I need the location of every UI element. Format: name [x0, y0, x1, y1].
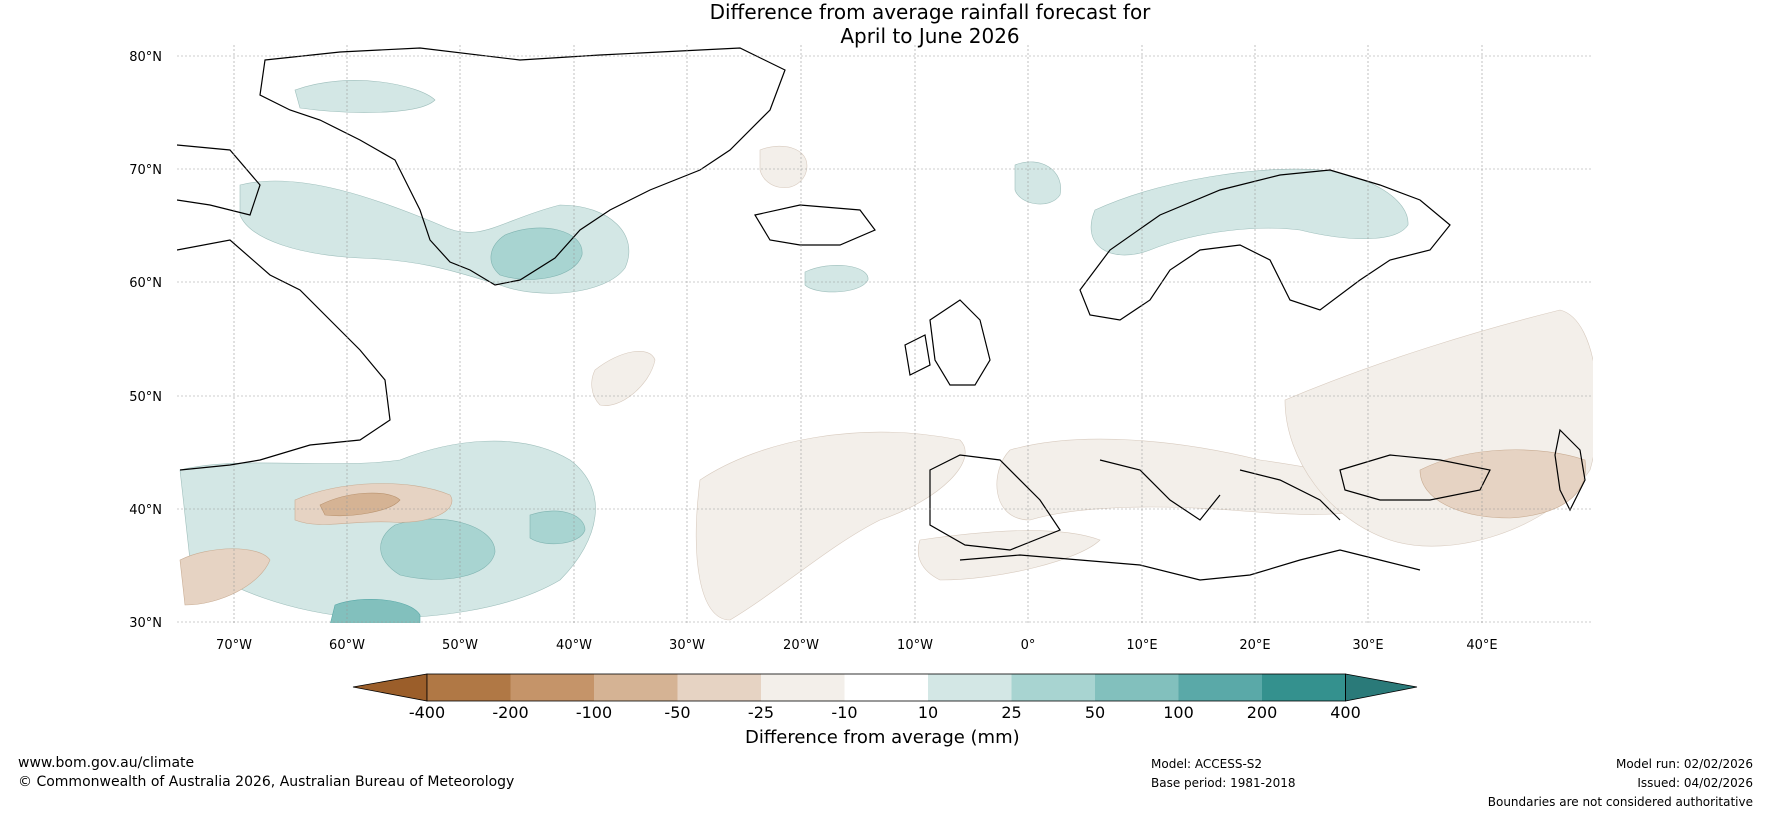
- latitude-labels: 80°N 70°N 60°N 50°N 40°N 30°N: [129, 50, 162, 631]
- colorbar: [352, 673, 1418, 702]
- colorbar-swatch: [677, 674, 761, 701]
- map-title-line1: Difference from average rainfall forecas…: [709, 0, 1151, 24]
- lon-label: 30°W: [669, 638, 705, 653]
- dry-area-mid-atlantic: [591, 351, 656, 406]
- base-period-text: Base period: 1981-2018: [1151, 776, 1296, 790]
- greenland-coast: [259, 47, 786, 286]
- wet-area-norway: [1090, 168, 1409, 256]
- colorbar-swatch: [1262, 674, 1346, 701]
- longitude-labels: 70°W 60°W 50°W 40°W 30°W 20°W 10°W 0° 10…: [216, 638, 1498, 653]
- colorbar-tick: 200: [1247, 703, 1278, 722]
- issued-text: Issued: 04/02/2026: [1637, 776, 1753, 790]
- map-title-line2: April to June 2026: [840, 24, 1020, 48]
- colorbar-tick: 25: [1001, 703, 1021, 722]
- map-title: Difference from average rainfall forecas…: [0, 0, 1770, 48]
- lon-label: 10°E: [1126, 638, 1157, 653]
- colorbar-tick: 400: [1330, 703, 1361, 722]
- europe-west-coast: [929, 454, 1061, 551]
- graticule: [177, 45, 1593, 623]
- wet-area-north-sea: [1014, 161, 1061, 205]
- dry-area-iceland-north: [759, 145, 808, 189]
- coastlines: [177, 47, 1586, 581]
- colorbar-tick: -200: [492, 703, 528, 722]
- lon-label: 20°E: [1239, 638, 1270, 653]
- colorbar-extend-low: [352, 673, 428, 702]
- lon-label: 40°E: [1466, 638, 1497, 653]
- colorbar-tick: 10: [918, 703, 938, 722]
- colorbar-swatch: [1095, 674, 1179, 701]
- colorbar-swatch: [1178, 674, 1262, 701]
- wet-area-atlantic-subtropics: [179, 440, 596, 619]
- dry-area-atlantic-west-core: [319, 492, 401, 517]
- colorbar-frame: [426, 673, 1346, 702]
- colorbar-tick: -400: [409, 703, 445, 722]
- colorbar-extend-high: [1345, 673, 1418, 702]
- colorbar-tick: -100: [576, 703, 612, 722]
- dry-area-caucasus: [1419, 449, 1586, 519]
- scandinavia-coast: [1079, 169, 1451, 321]
- baffin-labrador-coast: [177, 144, 391, 471]
- caspian-coast: [1554, 428, 1586, 512]
- lon-label: 60°W: [329, 638, 365, 653]
- colorbar-swatch: [594, 674, 678, 701]
- lon-label: 30°E: [1352, 638, 1383, 653]
- lon-label: 70°W: [216, 638, 252, 653]
- anomaly-contours: [179, 80, 1593, 623]
- lon-label: 50°W: [442, 638, 478, 653]
- lat-label: 70°N: [129, 163, 162, 178]
- colorbar-swatch: [427, 674, 511, 701]
- copyright-text: © Commonwealth of Australia 2026, Austra…: [18, 774, 515, 790]
- lon-label: 10°W: [897, 638, 933, 653]
- colorbar-tick: -50: [664, 703, 690, 722]
- dry-area-nw-atlantic: [179, 548, 271, 606]
- wet-area-baffin: [294, 80, 436, 113]
- model-run-text: Model run: 02/02/2026: [1615, 757, 1753, 771]
- boundaries-note: Boundaries are not considered authoritat…: [1487, 795, 1753, 809]
- lon-label: 40°W: [556, 638, 592, 653]
- black-sea-coast: [1339, 454, 1491, 501]
- wet-area-atlantic-core: [380, 518, 496, 580]
- colorbar-ticks: -400 -200 -100 -50 -25 -10 10 25 50 100 …: [409, 703, 1361, 722]
- uk-ireland-coast: [904, 299, 991, 386]
- website-link[interactable]: www.bom.gov.au/climate: [18, 755, 195, 771]
- colorbar-swatch: [928, 674, 1012, 701]
- wet-area-greenland-core: [490, 227, 583, 280]
- wet-area-atlantic-core2: [529, 510, 586, 545]
- dry-area-north-africa: [917, 530, 1101, 581]
- colorbar-tick: -25: [748, 703, 774, 722]
- lat-label: 80°N: [129, 50, 162, 65]
- colorbar-title: Difference from average (mm): [745, 727, 1020, 748]
- wet-area-iceland-east: [804, 265, 869, 293]
- lon-label: 20°W: [783, 638, 819, 653]
- lat-label: 50°N: [129, 390, 162, 405]
- colorbar-tick: 100: [1163, 703, 1194, 722]
- iceland-coast: [754, 204, 876, 246]
- lon-label: 0°: [1021, 638, 1036, 653]
- colorbar-tick: -10: [831, 703, 857, 722]
- lat-label: 30°N: [129, 616, 162, 631]
- wet-area-atlantic-south: [330, 599, 421, 623]
- mediterranean-coast: [959, 459, 1421, 581]
- colorbar-swatch: [510, 674, 594, 701]
- lat-label: 40°N: [129, 503, 162, 518]
- colorbar-swatch: [761, 674, 845, 701]
- lat-label: 60°N: [129, 276, 162, 291]
- dry-area-atlantic-central: [696, 431, 966, 621]
- dry-area-europe-south: [996, 438, 1396, 521]
- colorbar-swatch: [844, 674, 928, 701]
- colorbar-tick: 50: [1085, 703, 1105, 722]
- colorbar-swatch: [1011, 674, 1095, 701]
- model-text: Model: ACCESS-S2: [1151, 757, 1263, 771]
